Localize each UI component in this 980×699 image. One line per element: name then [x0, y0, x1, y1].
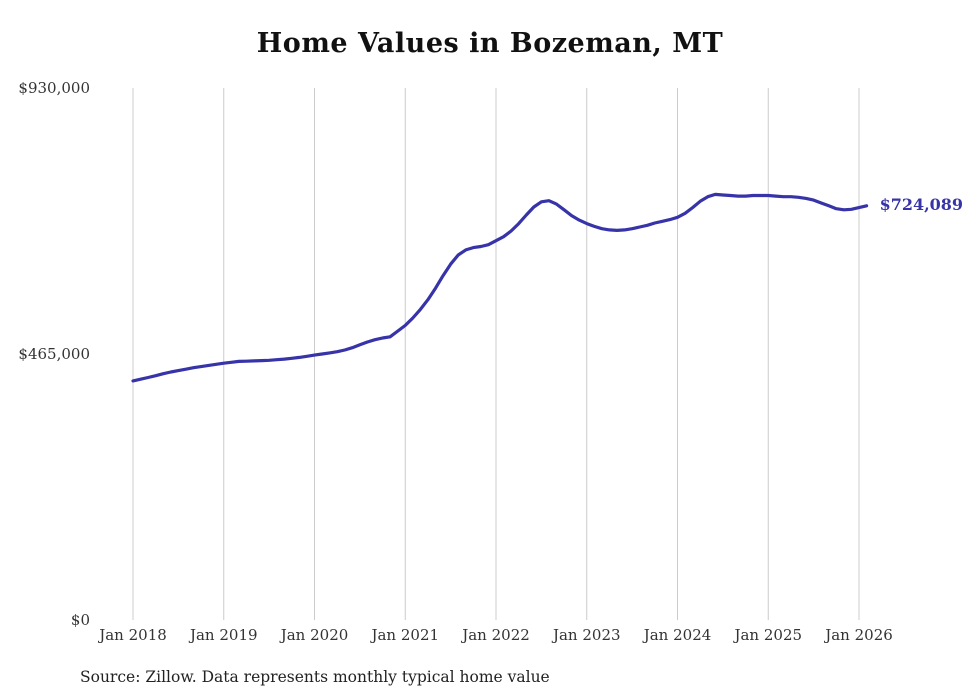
y-tick-label: $0 — [70, 611, 90, 629]
x-tick-label: Jan 2018 — [99, 626, 167, 644]
source-note: Source: Zillow. Data represents monthly … — [80, 668, 550, 686]
x-tick-label: Jan 2026 — [825, 626, 893, 644]
x-tick-label: Jan 2022 — [462, 626, 530, 644]
x-tick-label: Jan 2020 — [280, 626, 349, 644]
x-tick-label: Jan 2024 — [643, 626, 712, 644]
x-tick-label: Jan 2019 — [189, 626, 258, 644]
chart-title: Home Values in Bozeman, MT — [256, 28, 724, 59]
latest-value-label: $724,089 — [879, 194, 964, 214]
y-tick-label: $930,000 — [18, 79, 90, 97]
home-value-line — [131, 192, 869, 383]
y-tick-label: $465,000 — [18, 345, 90, 363]
x-tick-label: Jan 2023 — [552, 626, 621, 644]
x-tick-label: Jan 2021 — [371, 626, 440, 644]
x-tick-label: Jan 2025 — [734, 626, 803, 644]
